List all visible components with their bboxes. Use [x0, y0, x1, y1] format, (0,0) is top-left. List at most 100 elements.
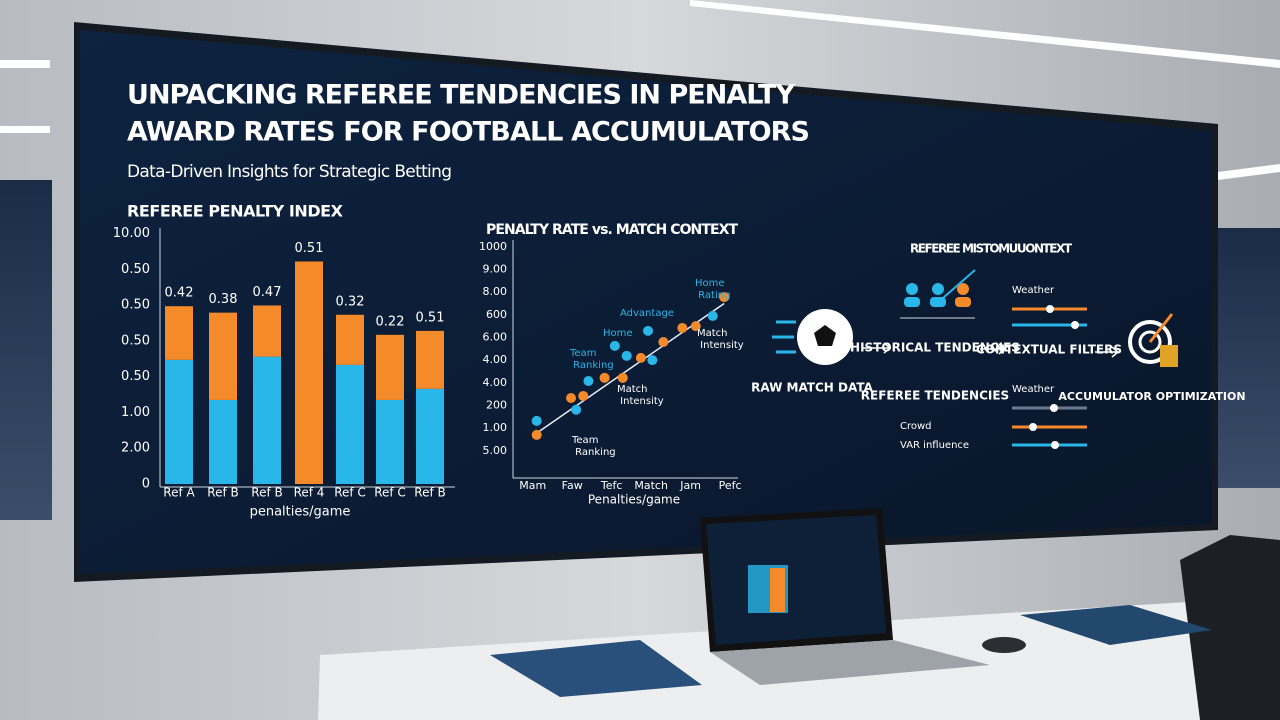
slider-knob	[1029, 423, 1037, 431]
y-tick-label: 200	[486, 398, 507, 411]
x-tick-label: Jam	[679, 479, 701, 492]
x-axis-label: penalties/game	[250, 505, 351, 520]
filter-label: Weather	[1012, 384, 1055, 395]
bar-segment	[376, 399, 404, 484]
data-label: 0.32	[336, 294, 365, 309]
y-tick-label: 1000	[479, 240, 507, 253]
point	[609, 340, 620, 351]
ceiling-light	[0, 126, 50, 133]
person-icon	[906, 283, 918, 295]
data-label: 0.38	[209, 292, 238, 307]
bar-segment	[165, 306, 193, 360]
bar-chart: REFEREE PENALTY INDEX penalties/game 0 2.…	[113, 202, 455, 520]
y-tick-label: 0.50	[121, 298, 150, 313]
y-tick-label: 5.00	[483, 444, 508, 457]
bar-segment	[209, 312, 237, 400]
bar-segment	[253, 305, 281, 357]
bar-segment	[295, 261, 323, 484]
filter-label: VAR influence	[900, 440, 969, 451]
point	[531, 429, 542, 440]
y-tick-label: 9.00	[483, 262, 508, 275]
node-label: HISTORICAL TENDENCIES	[850, 341, 1020, 355]
y-tick-label: 4.00	[483, 376, 508, 389]
arrow	[862, 342, 892, 354]
slider-knob	[1071, 321, 1079, 329]
node-label: ACCUMULATOR OPTIMIZATION	[1058, 390, 1245, 403]
x-tick-label: Ref B	[207, 486, 238, 500]
x-tick-label: Faw	[562, 479, 583, 492]
filter-label: Weather	[1012, 285, 1055, 296]
target-icon	[1138, 330, 1162, 354]
bar-segment	[165, 359, 193, 484]
data-label: 0.47	[253, 285, 282, 300]
target-icon	[1148, 313, 1174, 343]
y-tick-label: 6.00	[483, 330, 508, 343]
point	[647, 355, 658, 366]
point	[643, 325, 653, 336]
scatter-chart: PENALTY RATE vs. MATCH CONTEXT Penalties…	[479, 222, 744, 507]
person-icon	[932, 283, 944, 295]
point	[707, 310, 718, 321]
chart-title: REFEREE PENALTY INDEX	[127, 202, 344, 221]
y-tick-label: 0.50	[121, 262, 150, 277]
annotation: Team Ranking	[571, 435, 616, 458]
ceiling-light	[0, 60, 50, 68]
window	[1218, 228, 1280, 488]
bar-segment	[336, 364, 364, 484]
slider-knob	[1050, 404, 1058, 412]
bar-segment	[416, 388, 444, 484]
title: AWARD RATES FOR FOOTBALL ACCUMULATORS	[127, 117, 810, 148]
bar-segment	[376, 334, 404, 400]
diagram: REFEREE MISTOMUUONTEXT RAW MATCH DATA HI…	[751, 242, 1245, 452]
y-tick-label: 1.00	[121, 405, 150, 420]
laptop-bars	[770, 568, 785, 612]
node-label: CONTEXTUAL FILTERS	[976, 343, 1122, 357]
y-tick-label: 2.00	[121, 441, 150, 456]
slider-knob	[1051, 441, 1059, 449]
point	[690, 321, 701, 332]
data-label: 0.22	[376, 314, 405, 329]
coins-icon	[1160, 345, 1178, 367]
person-icon	[904, 297, 920, 307]
bar-segment	[209, 399, 237, 484]
data-label: 0.42	[165, 286, 194, 301]
mouse	[982, 637, 1026, 653]
node-label: RAW MATCH DATA	[751, 381, 873, 395]
y-tick-label: 0.50	[121, 333, 150, 348]
sliders	[1012, 305, 1087, 449]
y-tick-label: 4.00	[483, 353, 508, 366]
x-tick-label: Ref B	[414, 486, 445, 500]
point	[719, 292, 730, 303]
x-tick-label: Pefc	[719, 479, 742, 492]
point	[621, 350, 632, 361]
annotation: Advantage	[620, 308, 674, 319]
laptop-display	[706, 515, 886, 645]
x-axis-label: Penalties/game	[588, 493, 680, 507]
point	[531, 415, 542, 426]
slider-knob	[1046, 305, 1054, 313]
window	[0, 180, 52, 520]
node-label: REFEREE TENDENCIES	[861, 389, 1009, 403]
bar-segment	[336, 314, 364, 365]
title: UNPACKING REFEREE TENDENCIES IN PENALTY	[127, 80, 795, 111]
subtitle: Data-Driven Insights for Strategic Betti…	[127, 162, 452, 182]
point	[583, 375, 594, 386]
x-tick-label: Tefc	[600, 479, 623, 492]
target-icon	[1128, 320, 1172, 364]
y-tick-label: 0.50	[121, 369, 150, 384]
x-tick-label: Ref A	[163, 486, 195, 500]
point	[617, 372, 628, 383]
laptop-base	[710, 640, 990, 685]
y-tick-label: 8.00	[483, 285, 508, 298]
x-tick-label: Match	[634, 479, 668, 492]
x-tick-label: Mam	[519, 479, 546, 492]
annotation: Match Intensity	[697, 328, 744, 351]
booklet	[490, 640, 702, 697]
ceiling-light	[1218, 164, 1280, 180]
ball-icon	[814, 325, 836, 346]
data-label: 0.51	[295, 241, 324, 256]
annotation: Team Ranking	[569, 348, 614, 371]
x-tick-label: Ref B	[251, 486, 282, 500]
annotation: Match Intensity	[617, 384, 664, 407]
